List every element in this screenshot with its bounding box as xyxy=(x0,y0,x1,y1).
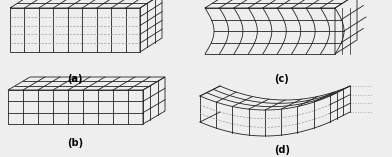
Text: (b): (b) xyxy=(67,138,83,148)
Text: (a): (a) xyxy=(67,74,83,84)
Text: (d): (d) xyxy=(274,145,290,155)
Text: (c): (c) xyxy=(275,74,289,84)
